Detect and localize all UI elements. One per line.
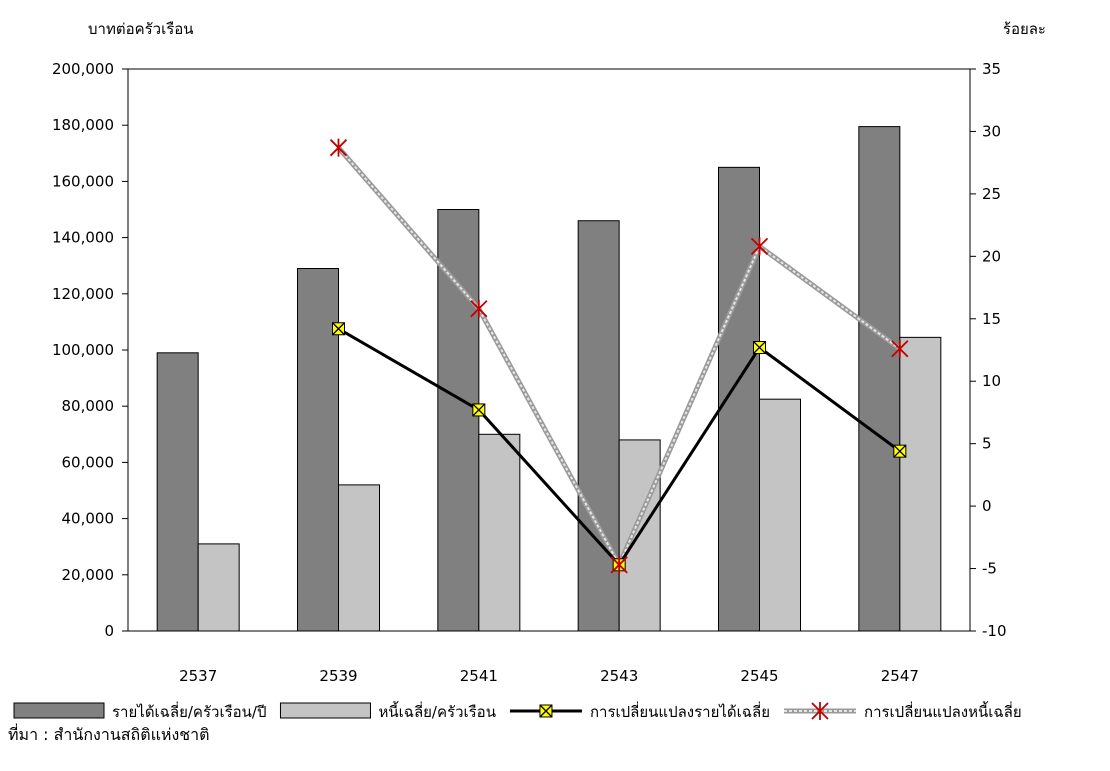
chart: บาทต่อครัวเรือน ร้อยละ 0 20,000 40,000 60,0…	[13, 20, 1046, 720]
income-bar	[297, 268, 339, 632]
debt-change-marker	[750, 237, 769, 256]
x-tick-label: 2543	[600, 667, 638, 685]
right-tick-label: -10	[982, 622, 1007, 640]
right-tick-label: 30	[982, 122, 1001, 140]
debt-change-marker	[610, 555, 628, 574]
left-tick-label: 200,000	[52, 60, 114, 78]
legend-swatch	[13, 702, 105, 719]
left-axis: 0 20,000 40,000 60,000 80,000 100,000 120,000 1…	[52, 60, 128, 640]
debt-bar	[197, 543, 240, 632]
income-change-marker	[332, 322, 345, 336]
lines	[329, 138, 909, 574]
x-tick-label: 2547	[881, 667, 919, 685]
right-axis: -10 -5 0 5 10 15 20 25 30 35	[970, 60, 1007, 640]
debt-bar	[478, 433, 521, 632]
right-tick-label: 20	[982, 247, 1001, 265]
income-bar	[858, 126, 901, 632]
right-tick-label: 25	[982, 185, 1001, 203]
right-tick-label: -5	[982, 560, 997, 578]
income-bar	[437, 209, 480, 632]
plot-area	[127, 68, 971, 632]
source-note: ที่มา : สำนักงานสถิติแห่งชาติ	[8, 725, 210, 744]
legend-marker	[811, 702, 829, 720]
debt-bar	[759, 398, 801, 632]
left-tick-label: 40,000	[62, 510, 115, 528]
debt-change-marker	[891, 339, 909, 358]
left-tick-label: 80,000	[62, 397, 115, 415]
x-axis: 2537 2539 2541 2543 2545 2547	[179, 667, 919, 685]
income-change-marker	[753, 341, 766, 355]
legend: รายได้เฉลี่ย/ครัวเรือน/ปี หนี้เฉลี่ย/ครัว…	[13, 701, 1022, 720]
x-tick-label: 2545	[740, 667, 778, 685]
right-axis-title: ร้อยละ	[1003, 20, 1046, 38]
income-change-marker	[472, 403, 486, 417]
legend-label: หนี้เฉลี่ย/ครัวเรือน	[378, 701, 495, 720]
x-tick-label: 2541	[460, 667, 498, 685]
income-bar	[577, 220, 620, 632]
income-bar	[156, 352, 199, 632]
left-axis-title: บาทต่อครัวเรือน	[88, 20, 194, 38]
legend-marker	[539, 704, 553, 718]
legend-label: รายได้เฉลี่ย/ครัวเรือน/ปี	[112, 701, 266, 720]
legend-label: การเปลี่ยนแปลงรายได้เฉลี่ย	[590, 701, 770, 720]
left-tick-label: 60,000	[62, 453, 115, 471]
left-tick-label: 20,000	[62, 566, 115, 584]
right-tick-label: 15	[982, 310, 1001, 328]
left-tick-label: 180,000	[52, 116, 114, 134]
left-tick-label: 100,000	[52, 341, 114, 359]
income-change-marker	[893, 444, 907, 458]
bars	[156, 126, 942, 632]
left-tick-label: 160,000	[52, 172, 114, 190]
debt-bar	[338, 484, 380, 632]
legend-label: การเปลี่ยนแปลงหนี้เฉลี่ย	[864, 701, 1022, 720]
debt-bar	[899, 336, 942, 632]
x-tick-label: 2539	[319, 667, 357, 685]
right-tick-label: 10	[982, 372, 1001, 390]
legend-swatch	[279, 702, 371, 719]
x-tick-label: 2537	[179, 667, 217, 685]
debt-change-marker	[470, 299, 488, 318]
left-tick-label: 120,000	[52, 285, 114, 303]
left-tick-label: 140,000	[52, 229, 114, 247]
right-tick-label: 35	[982, 60, 1001, 78]
right-tick-label: 0	[982, 497, 992, 515]
right-tick-label: 5	[982, 435, 992, 453]
left-tick-label: 0	[104, 622, 114, 640]
debt-change-marker	[329, 138, 348, 157]
